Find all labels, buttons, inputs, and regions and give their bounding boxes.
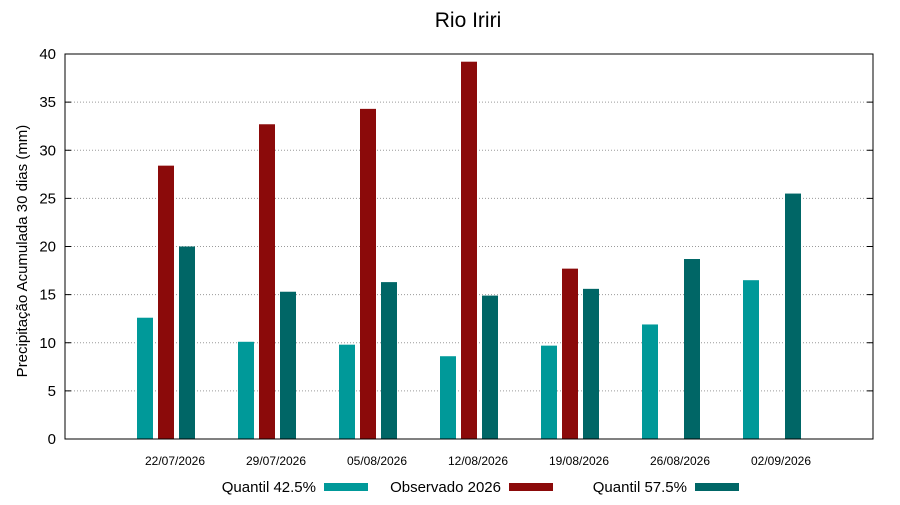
legend-swatch bbox=[509, 483, 553, 491]
bars bbox=[137, 61, 801, 440]
bar bbox=[461, 61, 477, 439]
bar bbox=[562, 268, 578, 439]
bar bbox=[238, 341, 254, 439]
y-tick-label: 40 bbox=[39, 46, 56, 63]
x-tick-label: 19/08/2026 bbox=[549, 454, 609, 468]
legend-swatch bbox=[695, 483, 739, 491]
bar bbox=[743, 280, 759, 439]
x-tick-label: 29/07/2026 bbox=[246, 454, 306, 468]
bar bbox=[179, 246, 195, 439]
y-tick-label: 30 bbox=[39, 142, 56, 159]
y-tick-label: 15 bbox=[39, 287, 56, 304]
x-tick-label: 12/08/2026 bbox=[448, 454, 508, 468]
x-tick-label: 22/07/2026 bbox=[145, 454, 205, 468]
chart-title: Rio Iriri bbox=[435, 9, 502, 32]
x-tick-label: 26/08/2026 bbox=[650, 454, 710, 468]
y-axis-label: Precipitação Acumulada 30 dias (mm) bbox=[14, 125, 31, 378]
y-tick-label: 35 bbox=[39, 94, 56, 111]
bar bbox=[360, 108, 376, 440]
x-tick-label: 05/08/2026 bbox=[347, 454, 407, 468]
bar bbox=[158, 165, 174, 439]
bar bbox=[482, 295, 498, 439]
bar bbox=[339, 344, 355, 439]
x-tick-label: 02/09/2026 bbox=[751, 454, 811, 468]
bar bbox=[280, 291, 296, 439]
bar bbox=[785, 193, 801, 439]
bar bbox=[684, 259, 700, 439]
y-tick-label: 0 bbox=[48, 431, 56, 448]
legend-swatch bbox=[324, 483, 368, 491]
y-tick-label: 10 bbox=[39, 335, 56, 352]
legend-label: Quantil 42.5% bbox=[222, 479, 316, 496]
bar bbox=[541, 345, 557, 439]
bar bbox=[137, 317, 153, 439]
bar bbox=[381, 282, 397, 439]
bar bbox=[642, 324, 658, 439]
y-tick-label: 5 bbox=[48, 383, 56, 400]
bar bbox=[259, 124, 275, 439]
bar bbox=[440, 356, 456, 439]
y-tick-label: 25 bbox=[39, 190, 56, 207]
legend: Quantil 42.5% Observado 2026 Quantil 57.5% bbox=[222, 479, 739, 496]
legend-label: Observado 2026 bbox=[390, 479, 501, 496]
axis-ticks: 0 5 10 15 20 25 30 35 40 22/07/2026 29/07/2026 05/0… bbox=[39, 46, 873, 468]
bar bbox=[583, 288, 599, 439]
legend-label: Quantil 57.5% bbox=[593, 479, 687, 496]
y-tick-label: 20 bbox=[39, 239, 56, 256]
